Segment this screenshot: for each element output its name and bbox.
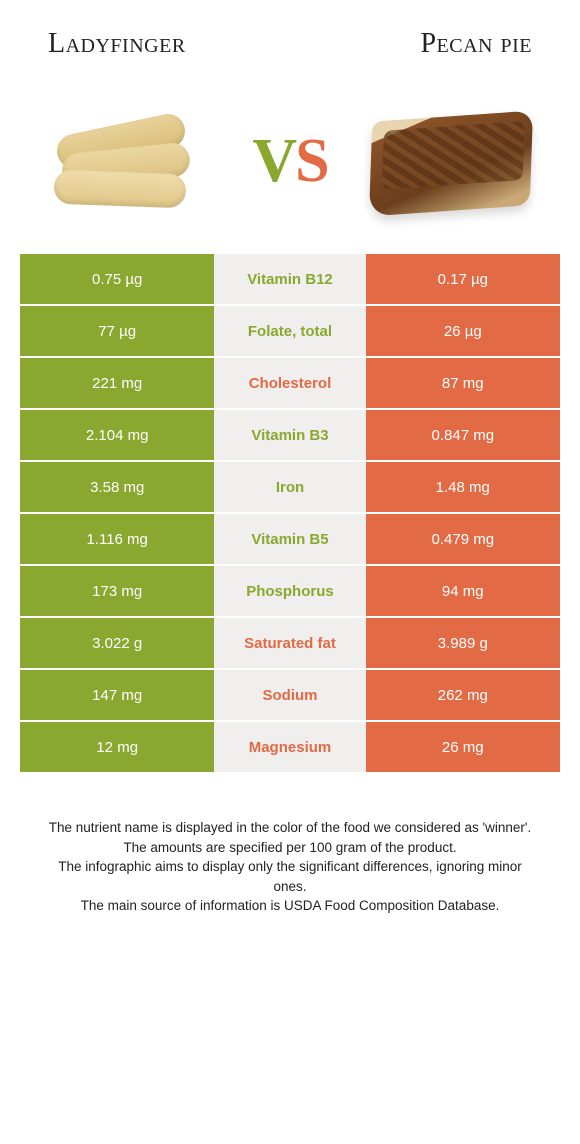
table-row: 1.116 mgVitamin B50.479 mg bbox=[20, 514, 560, 566]
pecan-pie-image bbox=[366, 96, 536, 226]
nutrient-name: Magnesium bbox=[214, 722, 365, 772]
nutrient-name: Cholesterol bbox=[214, 358, 365, 408]
table-row: 173 mgPhosphorus94 mg bbox=[20, 566, 560, 618]
table-row: 12 mgMagnesium26 mg bbox=[20, 722, 560, 774]
right-value: 3.989 g bbox=[366, 618, 560, 668]
right-value: 1.48 mg bbox=[366, 462, 560, 512]
nutrient-name: Phosphorus bbox=[214, 566, 365, 616]
right-value: 0.479 mg bbox=[366, 514, 560, 564]
nutrient-name: Sodium bbox=[214, 670, 365, 720]
table-row: 3.58 mgIron1.48 mg bbox=[20, 462, 560, 514]
left-value: 12 mg bbox=[20, 722, 214, 772]
table-row: 3.022 gSaturated fat3.989 g bbox=[20, 618, 560, 670]
right-value: 87 mg bbox=[366, 358, 560, 408]
hero-row: VS bbox=[0, 80, 580, 254]
right-value: 0.847 mg bbox=[366, 410, 560, 460]
vs-label: VS bbox=[252, 126, 327, 197]
footnote-line: The amounts are specified per 100 gram o… bbox=[40, 838, 540, 858]
vs-s: S bbox=[295, 127, 327, 195]
left-value: 1.116 mg bbox=[20, 514, 214, 564]
left-food-title: Ladyfinger bbox=[48, 28, 186, 60]
footnote-line: The main source of information is USDA F… bbox=[40, 896, 540, 916]
left-value: 0.75 µg bbox=[20, 254, 214, 304]
right-value: 262 mg bbox=[366, 670, 560, 720]
nutrient-table: 0.75 µgVitamin B120.17 µg77 µgFolate, to… bbox=[0, 254, 580, 774]
nutrient-name: Saturated fat bbox=[214, 618, 365, 668]
nutrient-name: Folate, total bbox=[214, 306, 365, 356]
left-value: 77 µg bbox=[20, 306, 214, 356]
left-value: 221 mg bbox=[20, 358, 214, 408]
left-value: 147 mg bbox=[20, 670, 214, 720]
vs-v: V bbox=[252, 127, 295, 195]
left-value: 173 mg bbox=[20, 566, 214, 616]
table-row: 77 µgFolate, total26 µg bbox=[20, 306, 560, 358]
table-row: 221 mgCholesterol87 mg bbox=[20, 358, 560, 410]
ladyfinger-image bbox=[44, 96, 214, 226]
right-value: 94 mg bbox=[366, 566, 560, 616]
right-value: 0.17 µg bbox=[366, 254, 560, 304]
left-value: 3.58 mg bbox=[20, 462, 214, 512]
table-row: 0.75 µgVitamin B120.17 µg bbox=[20, 254, 560, 306]
nutrient-name: Vitamin B12 bbox=[214, 254, 365, 304]
footnote-line: The nutrient name is displayed in the co… bbox=[40, 818, 540, 838]
right-food-title: Pecan pie bbox=[420, 28, 532, 60]
table-row: 147 mgSodium262 mg bbox=[20, 670, 560, 722]
footnotes: The nutrient name is displayed in the co… bbox=[0, 774, 580, 916]
nutrient-name: Vitamin B5 bbox=[214, 514, 365, 564]
titles-row: Ladyfinger Pecan pie bbox=[0, 0, 580, 80]
nutrient-name: Vitamin B3 bbox=[214, 410, 365, 460]
left-value: 2.104 mg bbox=[20, 410, 214, 460]
right-value: 26 mg bbox=[366, 722, 560, 772]
left-value: 3.022 g bbox=[20, 618, 214, 668]
table-row: 2.104 mgVitamin B30.847 mg bbox=[20, 410, 560, 462]
footnote-line: The infographic aims to display only the… bbox=[40, 857, 540, 896]
nutrient-name: Iron bbox=[214, 462, 365, 512]
right-value: 26 µg bbox=[366, 306, 560, 356]
